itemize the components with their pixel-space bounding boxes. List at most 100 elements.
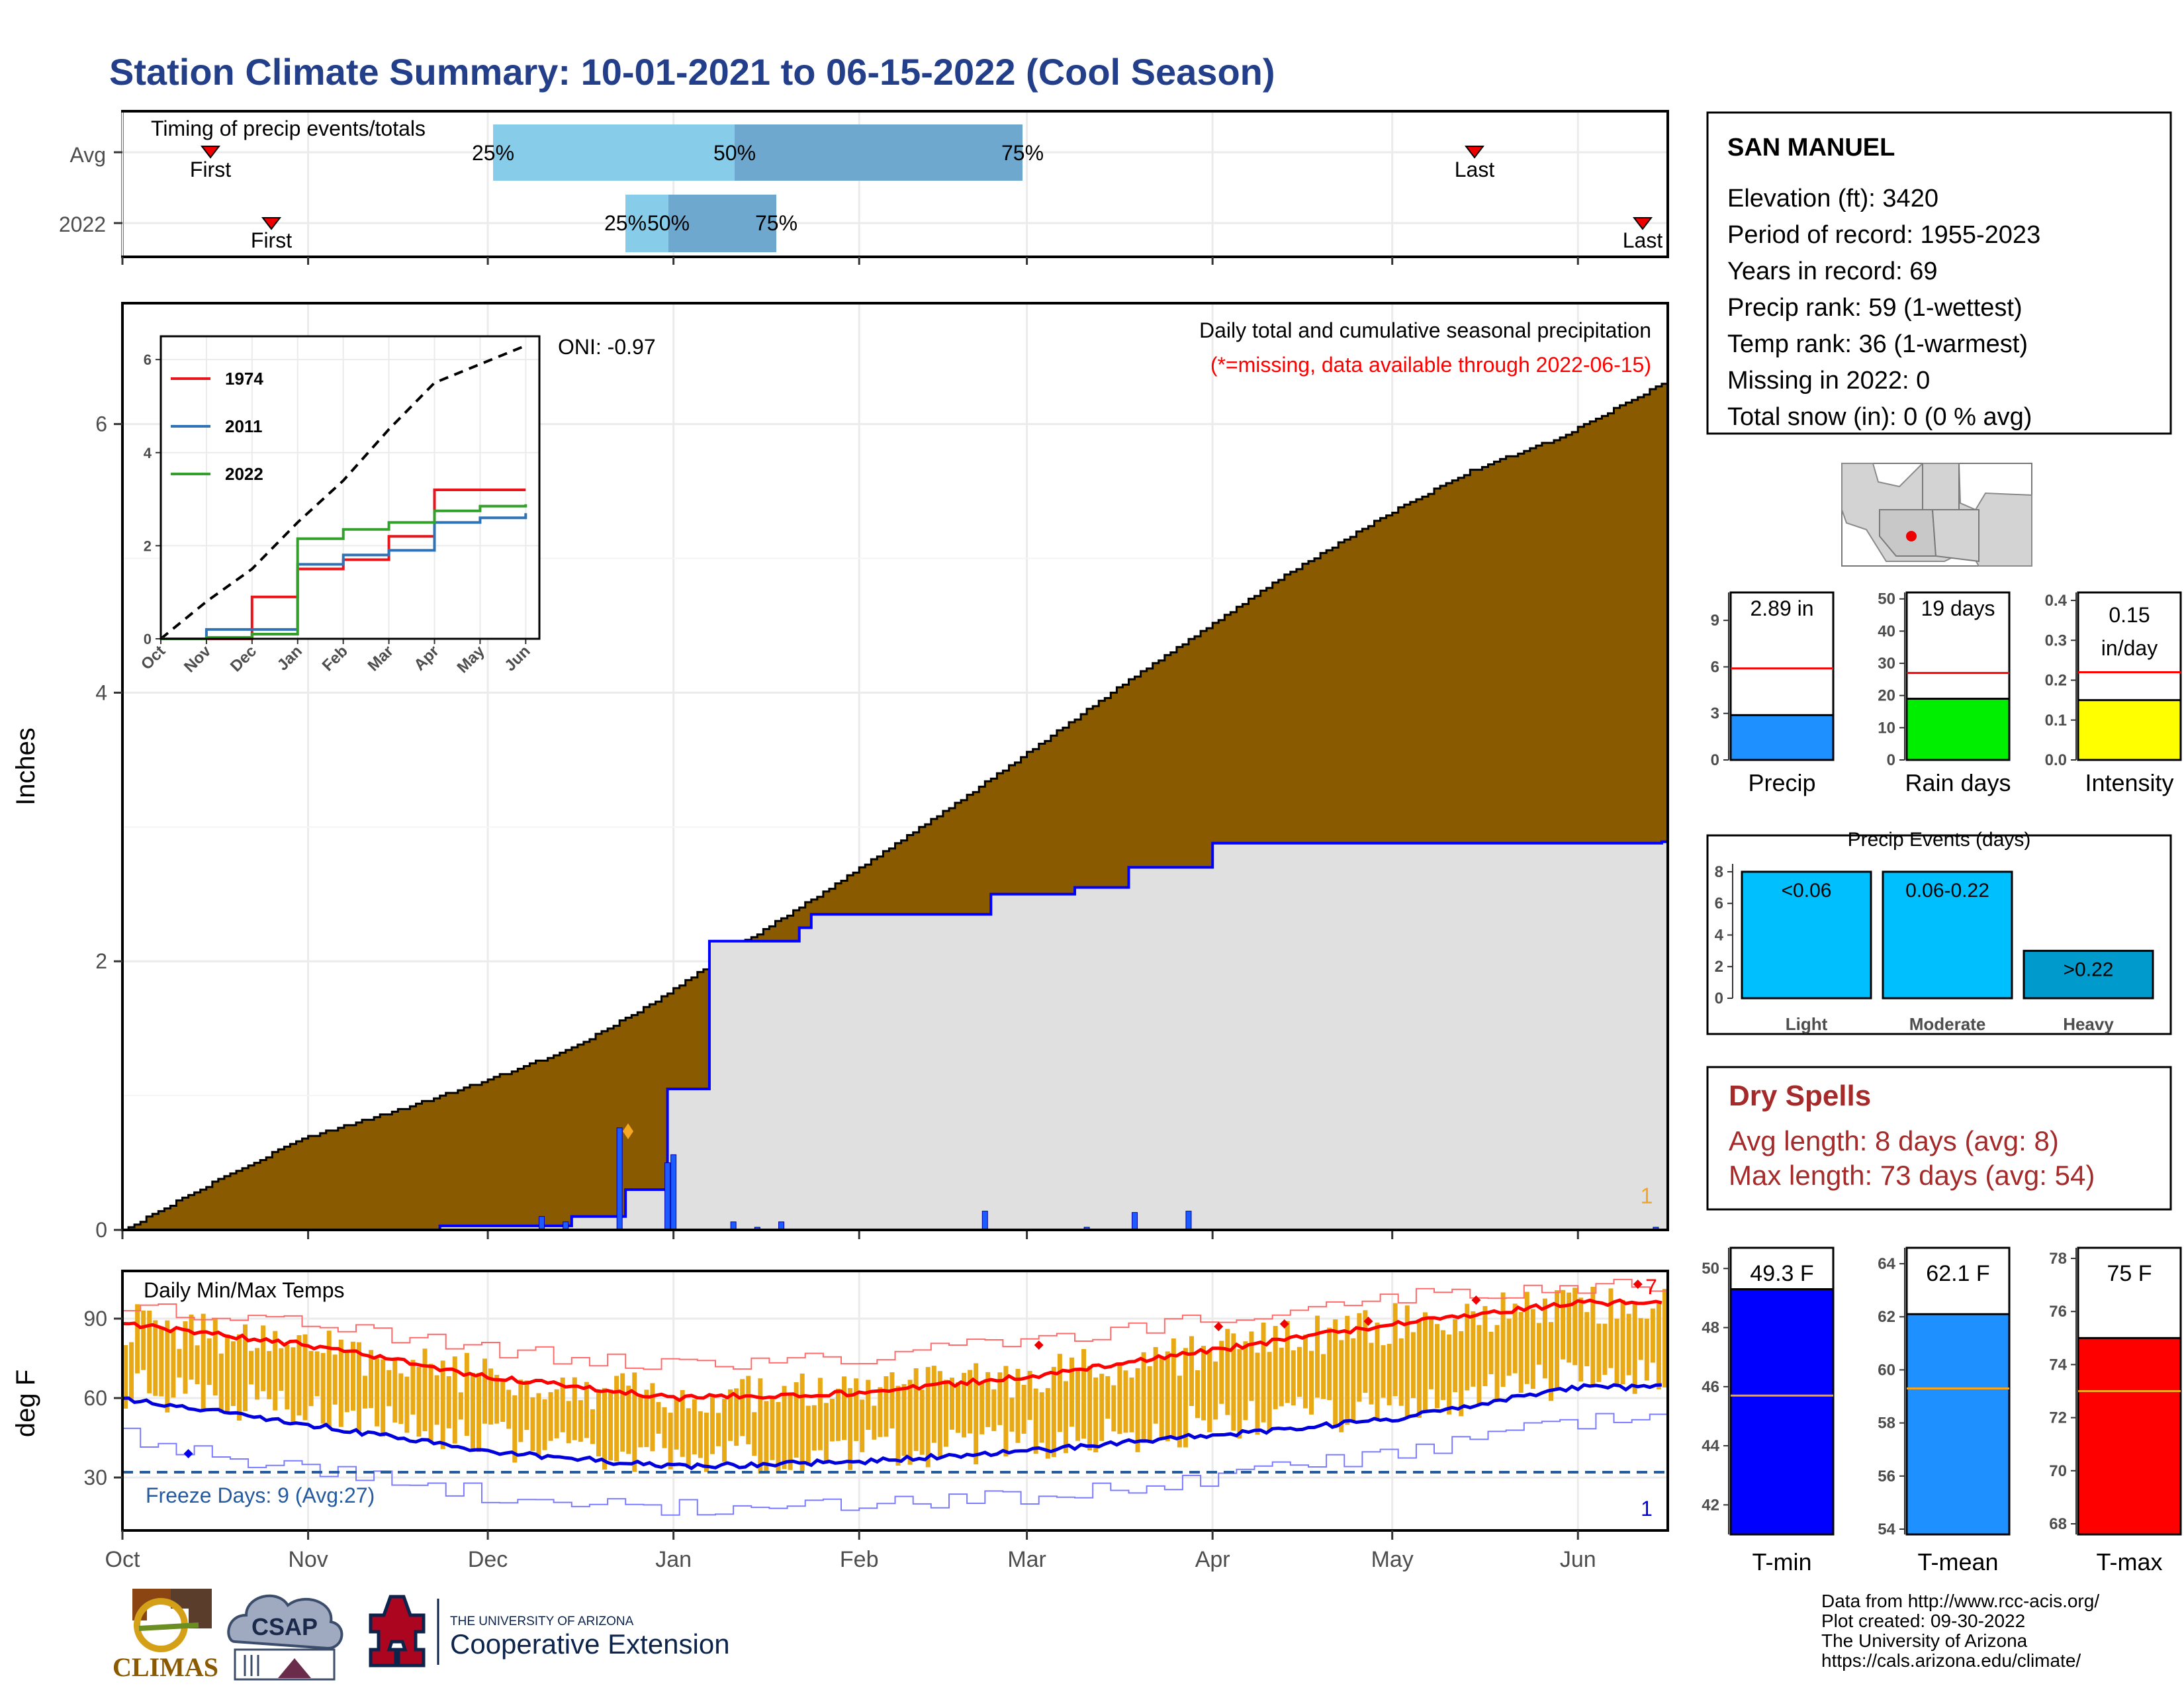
- temp-daily-bar: [979, 1382, 985, 1434]
- temp-summary-tick-label-t-max: 70: [2049, 1462, 2067, 1480]
- temp-panel: Daily Min/Max Temps Freeze Days: 9 (Avg:…: [11, 1270, 1669, 1572]
- temp-daily-bar: [962, 1372, 967, 1438]
- footer-line-1: Data from http://www.rcc-acis.org/: [1821, 1591, 2099, 1611]
- station-name: SAN MANUEL: [1727, 134, 1895, 162]
- temp-daily-bar: [968, 1370, 973, 1434]
- temp-avg-min-line: [122, 1383, 1662, 1471]
- temp-daily-bar: [326, 1331, 332, 1427]
- temp-summary-tick-label-t-min: 42: [1702, 1496, 1719, 1514]
- dry-spells-max: Max length: 73 days (avg: 54): [1729, 1160, 2095, 1191]
- temp-daily-bar: [1614, 1319, 1619, 1387]
- precip-events-bars: 0 2 4 6 8 <0.06 Light 0.06-0.22 Moderate >0.22 Hea…: [1715, 863, 2154, 1034]
- temp-daily-bar: [680, 1389, 685, 1457]
- temp-summary-label-t-min: T-min: [1752, 1548, 1812, 1575]
- temp-daily-bar: [715, 1413, 721, 1446]
- mini-label-intensity: Intensity: [2085, 769, 2173, 796]
- precip-y-tick-label: 4: [95, 680, 107, 704]
- temp-daily-bar: [1117, 1362, 1122, 1434]
- temp-daily-bar: [1416, 1321, 1422, 1418]
- mini-tick-label-intensity: 0.4: [2045, 592, 2068, 610]
- timing-panel: Timing of precip events/totals Avg 2022 …: [59, 110, 1669, 265]
- temp-daily-bar: [410, 1360, 416, 1415]
- mini-tick-label-rain-days: 40: [1878, 622, 1895, 640]
- temp-daily-bar: [709, 1396, 715, 1454]
- temp-summary-tick-label-t-mean: 54: [1878, 1521, 1895, 1538]
- temp-daily-bar: [1081, 1349, 1087, 1439]
- temp-daily-bar: [668, 1413, 673, 1470]
- climas-logo-shape-b: [171, 1589, 212, 1628]
- temp-daily-bar: [398, 1373, 404, 1425]
- temp-count-low: 1: [1641, 1497, 1653, 1521]
- temp-daily-bar: [542, 1399, 547, 1450]
- precip-y-label: Inches: [11, 727, 40, 806]
- events-category-light: Light: [1786, 1014, 1828, 1034]
- timing-labels: 25% 50% 75% First Last 25% 50% 75% First…: [190, 141, 1662, 252]
- precip-panel: 0 2 4 6 Inches Daily total and cumulative s…: [11, 302, 1669, 1242]
- temp-daily-bar: [1297, 1346, 1302, 1397]
- temp-daily-bar: [842, 1376, 847, 1440]
- temp-daily-bar: [1477, 1325, 1482, 1405]
- temp-daily-bar: [1267, 1352, 1272, 1430]
- temp-summary-tick-label-t-min: 50: [1702, 1260, 1719, 1278]
- temp-daily-bar: [1398, 1338, 1404, 1406]
- timing-2022-last-marker: [1632, 217, 1653, 230]
- oni-value: ONI: -0.97: [558, 335, 656, 359]
- temp-daily-bar: [811, 1405, 817, 1451]
- temp-y-tick-label: 90: [83, 1307, 107, 1331]
- temp-record-high-marker: [1633, 1280, 1643, 1289]
- temp-daily-bar: [1404, 1305, 1410, 1417]
- mini-tick-label-rain-days: 50: [1878, 590, 1895, 608]
- month-label-dec: Dec: [468, 1547, 508, 1572]
- dry-spells-title: Dry Spells: [1729, 1080, 1871, 1112]
- temp-daily-bar: [866, 1380, 871, 1430]
- temp-daily-bar: [799, 1373, 805, 1472]
- temp-daily-bar: [255, 1348, 260, 1400]
- inset-legend: 1974 2011 2022: [171, 369, 263, 484]
- temp-daily-bar: [129, 1342, 134, 1399]
- precip-frame-outline: [121, 302, 1669, 1231]
- temp-daily-bar: [1345, 1315, 1350, 1425]
- temp-daily-bar: [776, 1401, 781, 1474]
- temp-daily-bar: [764, 1401, 769, 1472]
- month-label-may: May: [1371, 1547, 1414, 1572]
- temp-daily-bar: [153, 1320, 158, 1396]
- timing-2022-first: First: [251, 228, 292, 252]
- temp-daily-bar: [356, 1342, 361, 1432]
- temp-summary-tick-label-t-min: 44: [1702, 1437, 1719, 1455]
- temp-daily-bar: [895, 1385, 901, 1466]
- temp-record-high-marker: [1034, 1340, 1044, 1350]
- temp-daily-bar: [458, 1392, 463, 1420]
- mini-bar-precip: [1729, 714, 1835, 761]
- events-bar-light: [1741, 870, 1872, 1000]
- temp-daily-bar: [596, 1390, 601, 1457]
- temp-daily-bar: [249, 1350, 254, 1385]
- temp-daily-bar: [206, 1338, 212, 1385]
- temp-daily-bar: [1524, 1291, 1529, 1384]
- mini-value-precip: 2.89 in: [1750, 596, 1813, 620]
- temp-summary-bar-t-max: [2077, 1336, 2182, 1536]
- temp-daily-bar: [1506, 1319, 1512, 1376]
- temp-daily-bar: [1147, 1366, 1152, 1442]
- temp-daily-bar: [805, 1405, 811, 1466]
- temp-daily-bar: [1584, 1312, 1590, 1366]
- temp-y-label: deg F: [11, 1370, 40, 1437]
- events-bar-value-heavy: >0.22: [2064, 959, 2114, 980]
- temp-daily-bar: [686, 1408, 691, 1468]
- temp-record-high-marker: [1363, 1317, 1373, 1326]
- temp-daily-bar: [1656, 1303, 1661, 1389]
- temp-daily-bar: [1261, 1323, 1266, 1423]
- mini-tick-label-rain-days: 20: [1878, 687, 1895, 705]
- mini-tick-label-intensity: 0.3: [2045, 632, 2067, 649]
- temp-daily-bar: [363, 1376, 368, 1409]
- footer-line-4: https://cals.arizona.edu/climate/: [1821, 1650, 2081, 1671]
- mini-tick-label-intensity: 0.0: [2045, 751, 2067, 769]
- temp-daily-bar: [1099, 1374, 1105, 1441]
- temp-daily-bar: [728, 1389, 733, 1441]
- dry-spells-frame: [1706, 1066, 2172, 1211]
- temp-daily-bar: [1189, 1336, 1194, 1407]
- temp-daily-bar: [854, 1378, 859, 1441]
- map-new-mexico: [1931, 509, 1979, 563]
- temp-count-high: 7: [1645, 1275, 1657, 1299]
- ua-logo-mark: [369, 1595, 426, 1667]
